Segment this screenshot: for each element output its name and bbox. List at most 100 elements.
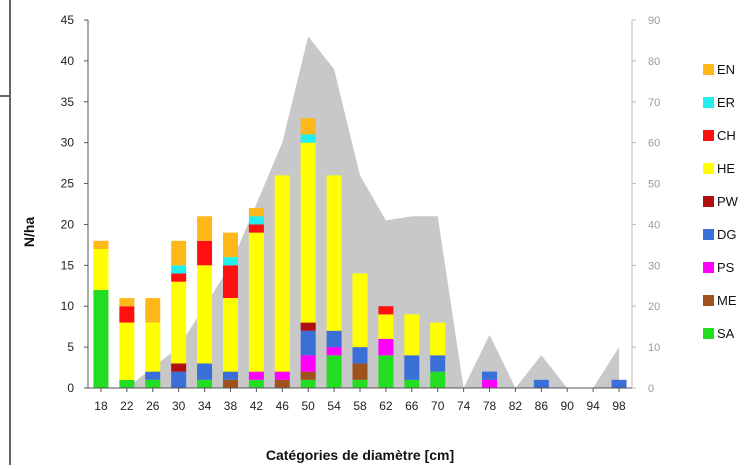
- x-tick-label: 30: [172, 399, 186, 413]
- x-tick-label: 82: [509, 399, 523, 413]
- legend-swatch-dg: [703, 229, 714, 240]
- bar-segment-sa-54: [326, 355, 342, 388]
- bar-segment-sa-34: [197, 379, 213, 388]
- legend-swatch-pw: [703, 196, 714, 207]
- y2-tick-label: 30: [648, 260, 660, 272]
- y-tick-label: 5: [67, 340, 74, 354]
- bar-segment-he-62: [378, 314, 394, 339]
- bar-segment-dg-26: [145, 371, 161, 380]
- bar-segment-he-66: [404, 314, 420, 356]
- legend-label-dg: DG: [717, 227, 737, 242]
- bar-segment-dg-58: [352, 347, 368, 364]
- bar-segment-he-22: [119, 322, 135, 380]
- x-tick-label: 26: [146, 399, 160, 413]
- bar-segment-he-50: [300, 142, 316, 323]
- bar-segment-ch-38: [222, 265, 238, 299]
- bar-segment-sa-50: [300, 379, 316, 388]
- y2-tick-label: 80: [648, 56, 660, 68]
- legend-swatch-en: [703, 64, 714, 75]
- bar-segment-he-38: [222, 298, 238, 372]
- bar-segment-ch-42: [248, 224, 264, 233]
- bar-segment-sa-58: [352, 379, 368, 388]
- y2-tick-label: 40: [648, 219, 660, 231]
- bar-segment-dg-98: [611, 379, 627, 388]
- bar-segment-en-22: [119, 298, 135, 307]
- legend-swatch-ch: [703, 130, 714, 141]
- y-tick-label: 15: [61, 258, 75, 272]
- y-tick-label: 0: [67, 381, 74, 395]
- y2-tick-label: 90: [648, 15, 660, 27]
- bar-segment-en-42: [248, 208, 264, 217]
- bar-segment-ps-42: [248, 371, 264, 380]
- bar-segment-sa-18: [93, 289, 109, 388]
- bar-segment-me-46: [274, 379, 290, 388]
- legend-swatch-me: [703, 295, 714, 306]
- bar-segment-er-38: [222, 257, 238, 266]
- y2-tick-label: 20: [648, 301, 660, 313]
- bar-segment-en-38: [222, 232, 238, 258]
- legend-swatch-ps: [703, 262, 714, 273]
- legend-swatch-sa: [703, 328, 714, 339]
- y2-tick-label: 10: [648, 342, 660, 354]
- bar-segment-en-50: [300, 118, 316, 135]
- y-axis-label: N/ha: [21, 217, 37, 248]
- y2-tick-label: 60: [648, 138, 660, 150]
- bar-segment-me-58: [352, 363, 368, 380]
- x-tick-label: 90: [561, 399, 575, 413]
- x-tick-label: 70: [431, 399, 445, 413]
- bar-layer: [93, 118, 627, 388]
- bar-segment-dg-78: [482, 371, 498, 380]
- legend-label-sa: SA: [717, 326, 735, 341]
- bar-segment-ps-54: [326, 347, 342, 356]
- x-tick-label: 42: [250, 399, 264, 413]
- x-tick-label: 54: [327, 399, 341, 413]
- x-tick-label: 86: [535, 399, 549, 413]
- bar-segment-pw-30: [171, 363, 187, 372]
- bar-segment-he-26: [145, 322, 161, 372]
- bar-segment-ps-46: [274, 371, 290, 380]
- bar-segment-sa-62: [378, 355, 394, 388]
- x-tick-label: 58: [353, 399, 367, 413]
- bar-segment-dg-66: [404, 355, 420, 380]
- x-tick-label: 94: [586, 399, 600, 413]
- legend-label-ch: CH: [717, 128, 736, 143]
- bar-segment-en-30: [171, 240, 187, 266]
- bar-segment-dg-86: [533, 379, 549, 388]
- x-tick-label: 74: [457, 399, 471, 413]
- bar-segment-he-18: [93, 248, 109, 290]
- x-tick-label: 98: [612, 399, 626, 413]
- bar-segment-sa-70: [430, 371, 446, 388]
- legend: EN ER CH HE PW DG PS ME SA: [703, 62, 739, 341]
- legend-swatch-er: [703, 97, 714, 108]
- bar-segment-dg-70: [430, 355, 446, 372]
- y-tick-layer: 0 5 10 15 20 25 30 35 40 45: [61, 13, 88, 395]
- bar-segment-sa-26: [145, 379, 161, 388]
- y2-tick-label: 0: [648, 383, 654, 395]
- bar-segment-he-42: [248, 232, 264, 372]
- bar-segment-er-42: [248, 216, 264, 225]
- x-tick-label: 78: [483, 399, 497, 413]
- x-tick-layer: 18 22 26 30 34 38 42 46 50 54 58 62 66 70 74 78 82 86 90 94…: [94, 388, 626, 413]
- bar-segment-pw-50: [300, 322, 316, 331]
- bar-segment-he-46: [274, 175, 290, 372]
- bar-segment-en-18: [93, 240, 109, 249]
- y-tick-label: 35: [61, 95, 75, 109]
- bar-segment-ps-50: [300, 355, 316, 372]
- bar-segment-he-54: [326, 175, 342, 331]
- bar-segment-sa-42: [248, 379, 264, 388]
- y-tick-label: 30: [61, 136, 75, 150]
- bar-segment-er-50: [300, 134, 316, 143]
- bar-segment-he-70: [430, 322, 446, 356]
- legend-label-en: EN: [717, 62, 735, 77]
- bar-segment-er-30: [171, 265, 187, 274]
- x-tick-label: 22: [120, 399, 134, 413]
- legend-label-pw: PW: [717, 194, 739, 209]
- legend-label-er: ER: [717, 95, 735, 110]
- y-tick-label: 20: [61, 217, 75, 231]
- y-tick-label: 25: [61, 177, 75, 191]
- x-tick-label: 50: [302, 399, 316, 413]
- bar-segment-me-38: [222, 379, 238, 388]
- bar-segment-dg-54: [326, 330, 342, 348]
- y-tick-label: 40: [61, 54, 75, 68]
